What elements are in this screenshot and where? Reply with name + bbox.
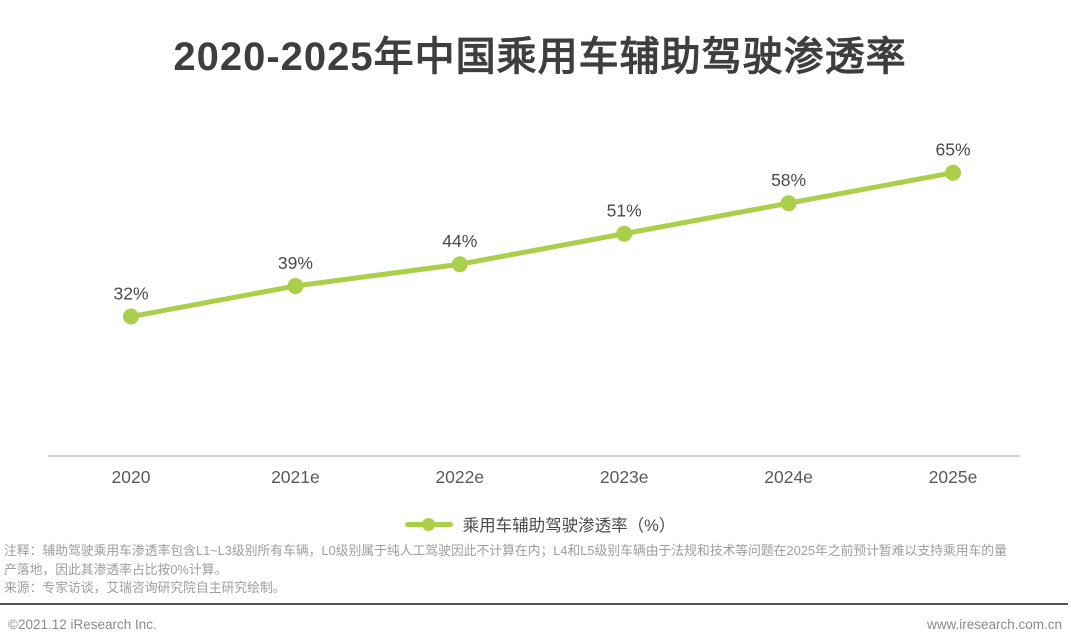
x-tick-label: 2024e: [764, 467, 813, 487]
data-label: 65%: [935, 140, 970, 160]
data-point: [287, 278, 304, 295]
footer: ©2021.12 iResearch Inc. www.iresearch.co…: [0, 609, 1080, 639]
x-tick-label: 2023e: [600, 467, 649, 487]
data-point: [945, 164, 961, 181]
footnote-line: 产落地，因此其渗透率占比按0%计算。: [4, 561, 228, 577]
x-tick-label: 2020: [112, 467, 151, 487]
footnotes: 注释：辅助驾驶乘用车渗透率包含L1~L3级别所有车辆，L0级别属于纯人工驾驶因此…: [4, 542, 1076, 598]
x-tick-label: 2022e: [435, 467, 484, 487]
data-point: [780, 195, 797, 212]
data-label: 51%: [607, 201, 642, 221]
chart-legend: 乘用车辅助驾驶渗透率（%）: [0, 509, 1080, 539]
data-point: [123, 308, 139, 325]
footnote-line: 注释：辅助驾驶乘用车渗透率包含L1~L3级别所有车辆，L0级别属于纯人工驾驶因此…: [4, 543, 1007, 558]
data-label: 44%: [442, 231, 477, 251]
line-chart: 32% 2020 39% 2021e 44% 2022e 51% 2023e 58% 2024e 6…: [48, 140, 1020, 487]
x-tick-label: 2021e: [271, 467, 320, 487]
page-title: 2020-2025年中国乘用车辅助驾驶渗透率: [173, 35, 907, 79]
footer-divider: [0, 603, 1068, 605]
footnote-line: 来源：专家访谈，艾瑞咨询研究院自主研究绘制。: [4, 580, 286, 596]
x-tick-label: 2025e: [929, 467, 978, 487]
legend-line-marker-icon: [404, 517, 453, 531]
data-point: [616, 225, 633, 242]
website-link[interactable]: www.iresearch.com.cn: [926, 616, 1062, 632]
copyright-text: ©2021.12 iResearch Inc.: [8, 616, 157, 632]
legend-dot-icon: [421, 517, 435, 531]
data-label: 39%: [278, 253, 313, 273]
series-line: [128, 170, 956, 320]
data-point: [451, 256, 468, 273]
data-label: 32%: [113, 284, 148, 304]
data-label: 58%: [771, 170, 806, 190]
legend-label: 乘用车辅助驾驶渗透率（%）: [462, 517, 676, 535]
